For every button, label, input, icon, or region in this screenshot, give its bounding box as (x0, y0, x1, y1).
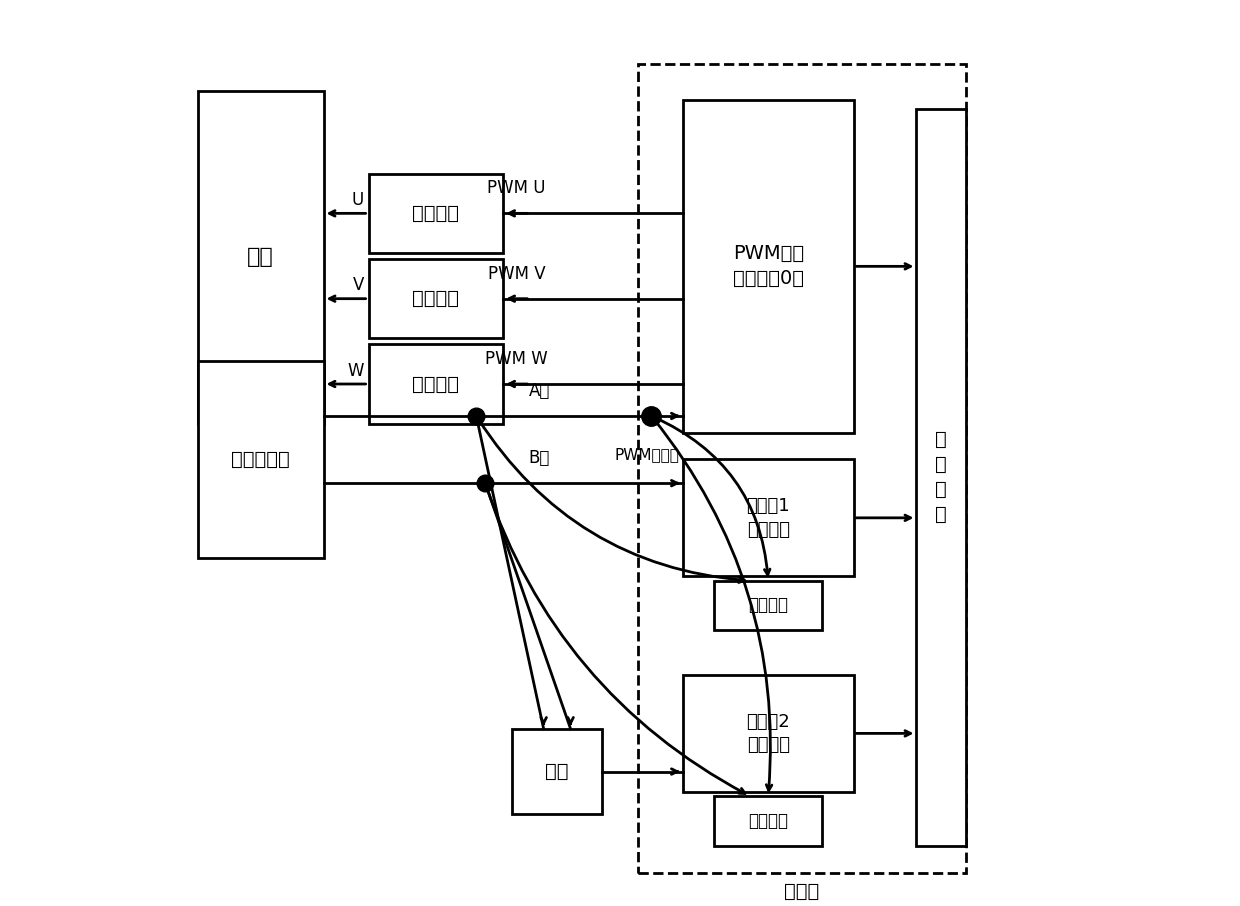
Text: 计
数
计
时: 计 数 计 时 (935, 430, 947, 525)
Text: U: U (352, 191, 365, 209)
Text: 触发锁存: 触发锁存 (748, 812, 789, 830)
Text: PWM模块
（定时器0）: PWM模块 （定时器0） (733, 245, 804, 288)
FancyBboxPatch shape (683, 675, 853, 792)
FancyBboxPatch shape (198, 361, 324, 558)
Text: 功率放大: 功率放大 (413, 204, 459, 223)
FancyBboxPatch shape (683, 101, 853, 432)
FancyBboxPatch shape (368, 174, 503, 253)
Text: PWM U: PWM U (487, 179, 546, 198)
Text: PWM W: PWM W (485, 350, 548, 368)
Text: 单片机: 单片机 (784, 882, 820, 901)
FancyBboxPatch shape (916, 109, 966, 845)
Text: B相: B相 (528, 449, 549, 467)
FancyBboxPatch shape (198, 92, 324, 423)
FancyBboxPatch shape (512, 729, 603, 814)
FancyBboxPatch shape (714, 796, 822, 845)
Text: W: W (347, 361, 365, 380)
Text: 触发锁存: 触发锁存 (748, 596, 789, 614)
FancyBboxPatch shape (368, 259, 503, 338)
Text: 功率放大: 功率放大 (413, 374, 459, 393)
Text: V: V (352, 276, 365, 294)
Text: 正交编码器: 正交编码器 (232, 450, 290, 469)
Text: 定时器2
计时模式: 定时器2 计时模式 (746, 713, 790, 754)
Text: PWM V: PWM V (487, 265, 546, 283)
Text: 电机: 电机 (247, 247, 274, 267)
FancyBboxPatch shape (368, 344, 503, 423)
Text: A相: A相 (528, 381, 549, 400)
FancyBboxPatch shape (683, 459, 853, 576)
Text: 功率放大: 功率放大 (413, 289, 459, 308)
Text: 异或: 异或 (546, 762, 569, 781)
Text: 定时器1
计数模式: 定时器1 计数模式 (746, 497, 790, 539)
Text: PWM第四路: PWM第四路 (615, 448, 680, 462)
FancyBboxPatch shape (714, 581, 822, 630)
